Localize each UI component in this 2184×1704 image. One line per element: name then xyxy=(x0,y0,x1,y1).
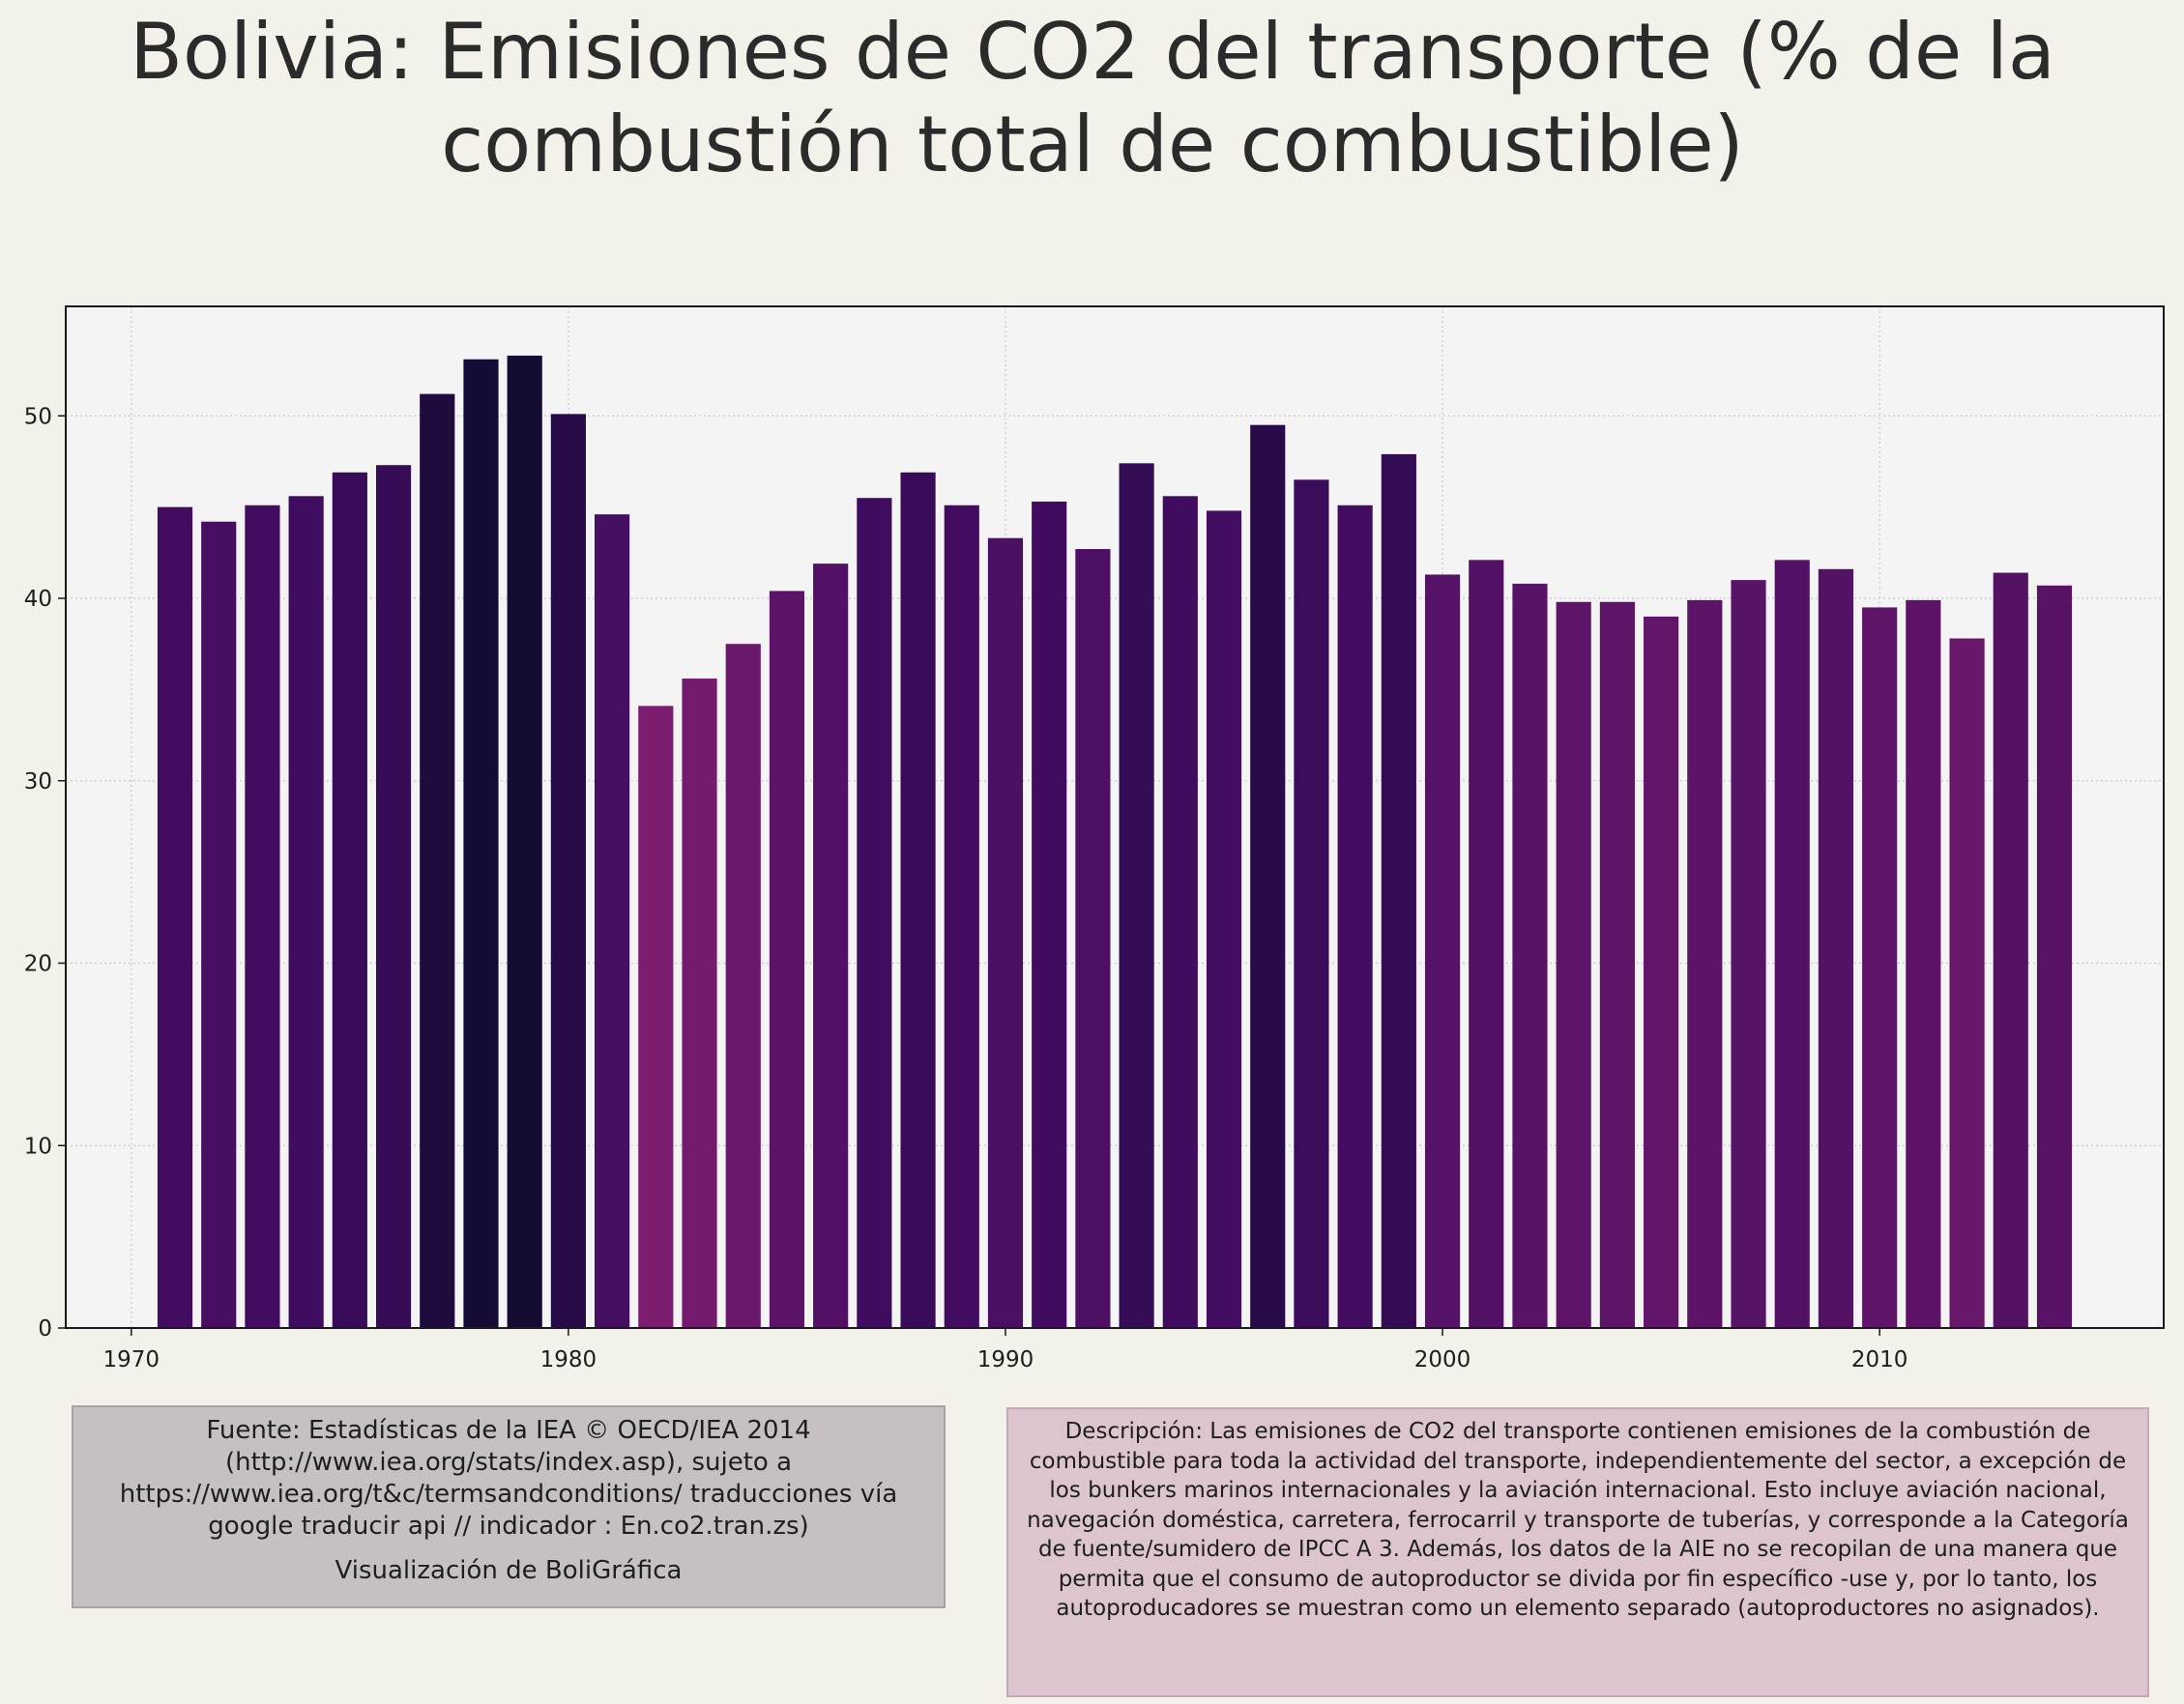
bar-2001 xyxy=(1469,560,1504,1328)
y-tick-label: 50 xyxy=(24,404,52,429)
bar-1989 xyxy=(944,505,979,1328)
bar-chart: 0 10 20 30 40 50 1970 1980 1990 2000 2010 xyxy=(24,305,2165,1372)
bar-1987 xyxy=(857,498,892,1328)
bar-2009 xyxy=(1818,568,1854,1328)
y-tick-label: 10 xyxy=(24,1134,52,1159)
bar-2010 xyxy=(1862,607,1898,1328)
bar-1982 xyxy=(638,706,674,1328)
bar-1971 xyxy=(157,506,193,1328)
bars xyxy=(157,355,2073,1329)
bar-1974 xyxy=(288,496,324,1328)
bar-1986 xyxy=(813,563,849,1328)
bar-1998 xyxy=(1337,505,1373,1328)
bar-1981 xyxy=(595,514,630,1328)
description-text: Descripción: Las emisiones de CO2 del tr… xyxy=(1027,1419,2129,1621)
bar-1984 xyxy=(725,644,761,1328)
bar-1980 xyxy=(550,414,586,1328)
bar-1983 xyxy=(682,679,717,1328)
bar-1976 xyxy=(375,465,412,1328)
bar-1997 xyxy=(1294,479,1329,1328)
bar-2004 xyxy=(1599,601,1635,1328)
chart-title: Bolivia: Emisiones de CO2 del transporte… xyxy=(130,7,2055,189)
x-tick-label: 1980 xyxy=(540,1347,597,1372)
bar-2007 xyxy=(1731,580,1766,1328)
bar-1999 xyxy=(1381,453,1416,1328)
x-tick-label: 1970 xyxy=(103,1347,160,1372)
bar-2014 xyxy=(2036,585,2073,1328)
bar-2002 xyxy=(1512,583,1548,1328)
y-tick-label: 0 xyxy=(38,1316,52,1342)
description-note: Descripción: Las emisiones de CO2 del tr… xyxy=(1006,1407,2149,1697)
credit-text: Visualización de BoliGráfica xyxy=(335,1556,683,1585)
bar-1992 xyxy=(1075,549,1111,1328)
bar-1990 xyxy=(987,537,1024,1328)
x-tick-label: 2010 xyxy=(1851,1347,1908,1372)
bar-1972 xyxy=(201,521,237,1328)
bar-1995 xyxy=(1206,510,1242,1328)
plot-area xyxy=(66,306,2164,1328)
source-text: Fuente: Estadísticas de la IEA © OECD/IE… xyxy=(119,1416,898,1541)
bar-1991 xyxy=(1032,501,1067,1328)
y-tick-label: 40 xyxy=(24,587,52,612)
bar-1988 xyxy=(900,472,936,1328)
bar-2003 xyxy=(1556,601,1591,1328)
source-note: Fuente: Estadísticas de la IEA © OECD/IE… xyxy=(72,1405,946,1608)
bar-2005 xyxy=(1644,616,1679,1328)
bar-1993 xyxy=(1119,463,1154,1328)
bar-1978 xyxy=(463,359,499,1328)
bar-2000 xyxy=(1424,574,1461,1328)
axis-ticks: 0 10 20 30 40 50 1970 1980 1990 2000 2010 xyxy=(24,404,1908,1372)
bar-1994 xyxy=(1162,496,1198,1328)
bar-2011 xyxy=(1906,599,1941,1328)
bar-1975 xyxy=(332,472,367,1328)
x-tick-label: 2000 xyxy=(1414,1347,1471,1372)
bar-2012 xyxy=(1949,638,1985,1328)
bar-1973 xyxy=(245,505,280,1328)
x-tick-label: 1990 xyxy=(977,1347,1034,1372)
bar-2006 xyxy=(1687,599,1723,1328)
bar-1996 xyxy=(1250,424,1286,1328)
y-tick-label: 30 xyxy=(24,769,52,794)
bar-2013 xyxy=(1993,572,2028,1328)
bar-1985 xyxy=(769,591,805,1328)
plot-frame xyxy=(65,305,2165,1329)
bar-2008 xyxy=(1774,560,1810,1328)
y-tick-label: 20 xyxy=(24,952,52,977)
bar-1977 xyxy=(420,393,455,1329)
bar-1979 xyxy=(507,355,542,1328)
